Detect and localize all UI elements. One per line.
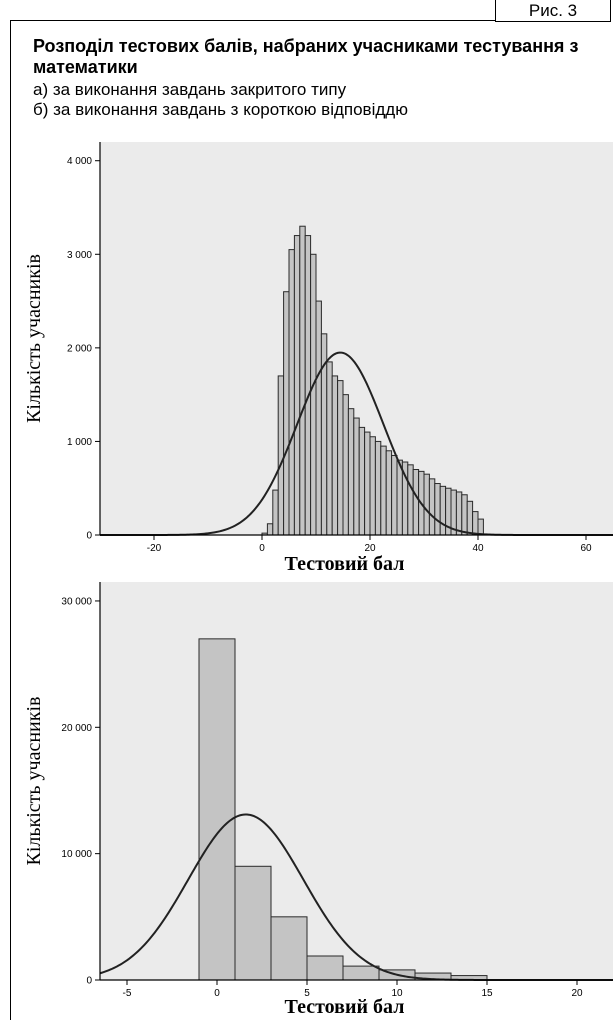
y-tick-label: 1 000 xyxy=(67,437,92,448)
histogram-bar xyxy=(472,511,479,536)
x-tick-label: 0 xyxy=(214,988,220,999)
x-tick-label: 15 xyxy=(481,988,493,999)
histogram-bar xyxy=(342,394,349,536)
histogram-bar xyxy=(369,436,376,536)
y-axis-title: Кількість учасників xyxy=(23,254,45,423)
histogram-bar xyxy=(358,426,366,536)
histogram-bar xyxy=(310,253,317,536)
histogram-bar xyxy=(385,450,393,536)
frame-left-line xyxy=(10,20,11,1020)
y-tick-label: 30 000 xyxy=(61,596,92,607)
figure-title: Розподіл тестових балів, набраних учасни… xyxy=(33,36,579,77)
x-tick-label: 5 xyxy=(304,988,310,999)
histogram-bar xyxy=(407,464,414,536)
histogram-bar xyxy=(299,225,306,536)
y-tick-label: 4 000 xyxy=(67,156,92,167)
y-tick-label: 0 xyxy=(86,531,92,542)
histogram-bar xyxy=(412,469,420,536)
x-tick-label: 10 xyxy=(391,988,403,999)
histogram-bar xyxy=(347,408,355,536)
histogram-bar xyxy=(304,235,312,536)
x-tick-label: -20 xyxy=(147,543,162,554)
subtitle-b: б) за виконання завдань з короткою відпо… xyxy=(33,100,408,119)
histogram-bar xyxy=(428,478,436,536)
x-tick-label: 20 xyxy=(571,988,583,999)
histogram-bar xyxy=(234,865,272,981)
y-axis-title: Кількість учасників xyxy=(23,697,45,866)
x-tick-label: 0 xyxy=(259,543,265,554)
histogram-bar xyxy=(477,518,484,536)
x-tick-label: 60 xyxy=(580,543,592,554)
histogram-bar xyxy=(434,483,441,536)
histogram-bar xyxy=(331,375,339,536)
y-tick-label: 3 000 xyxy=(67,250,92,261)
x-tick-label: 20 xyxy=(364,543,376,554)
x-tick-label: -5 xyxy=(123,988,132,999)
histogram-bar xyxy=(198,638,236,981)
histogram-bar xyxy=(277,375,285,536)
histogram-bar xyxy=(353,417,360,536)
histogram-bar xyxy=(272,489,279,536)
subtitle-a: а) за виконання завдань закритого типу xyxy=(33,80,347,99)
figure-label: Рис. 3 xyxy=(495,0,611,22)
histogram-bar xyxy=(270,916,308,981)
plot-area xyxy=(100,582,613,980)
histogram-bar xyxy=(439,485,447,536)
histogram-closed-tasks: 0 1 000 2 000 3 000 4 000 -20 0 20 40 60 Тестовий … xyxy=(23,142,613,575)
histogram-bar xyxy=(466,500,474,536)
y-tick-label: 10 000 xyxy=(61,849,92,860)
histogram-bar xyxy=(461,494,468,536)
histogram-bar xyxy=(391,454,398,536)
histogram-short-answer: 0 10 000 20 000 30 000 -5 0 5 10 15 20 Тестовий ба… xyxy=(23,582,613,1018)
histogram-bar xyxy=(374,440,382,536)
x-tick-label: 40 xyxy=(472,543,484,554)
histogram-bar xyxy=(342,965,380,981)
histogram-bar xyxy=(288,249,295,536)
histogram-bar xyxy=(337,380,344,536)
histogram-bar xyxy=(293,235,301,536)
histogram-bar xyxy=(315,300,322,536)
x-axis-title: Тестовий бал xyxy=(285,996,405,1018)
histogram-bar xyxy=(380,445,387,536)
frame-top-line xyxy=(10,20,496,21)
histogram-bar xyxy=(326,361,333,536)
histogram-bar xyxy=(364,431,371,536)
x-axis-title: Тестовий бал xyxy=(285,553,405,575)
y-tick-label: 2 000 xyxy=(67,343,92,354)
histogram-bar xyxy=(306,955,344,981)
histogram-bar xyxy=(455,491,463,536)
histogram-bar xyxy=(396,459,403,536)
histogram-bar xyxy=(283,291,290,536)
histogram-bar xyxy=(423,473,430,536)
y-tick-label: 0 xyxy=(86,976,92,987)
histogram-bar xyxy=(266,523,274,536)
y-tick-label: 20 000 xyxy=(61,723,92,734)
